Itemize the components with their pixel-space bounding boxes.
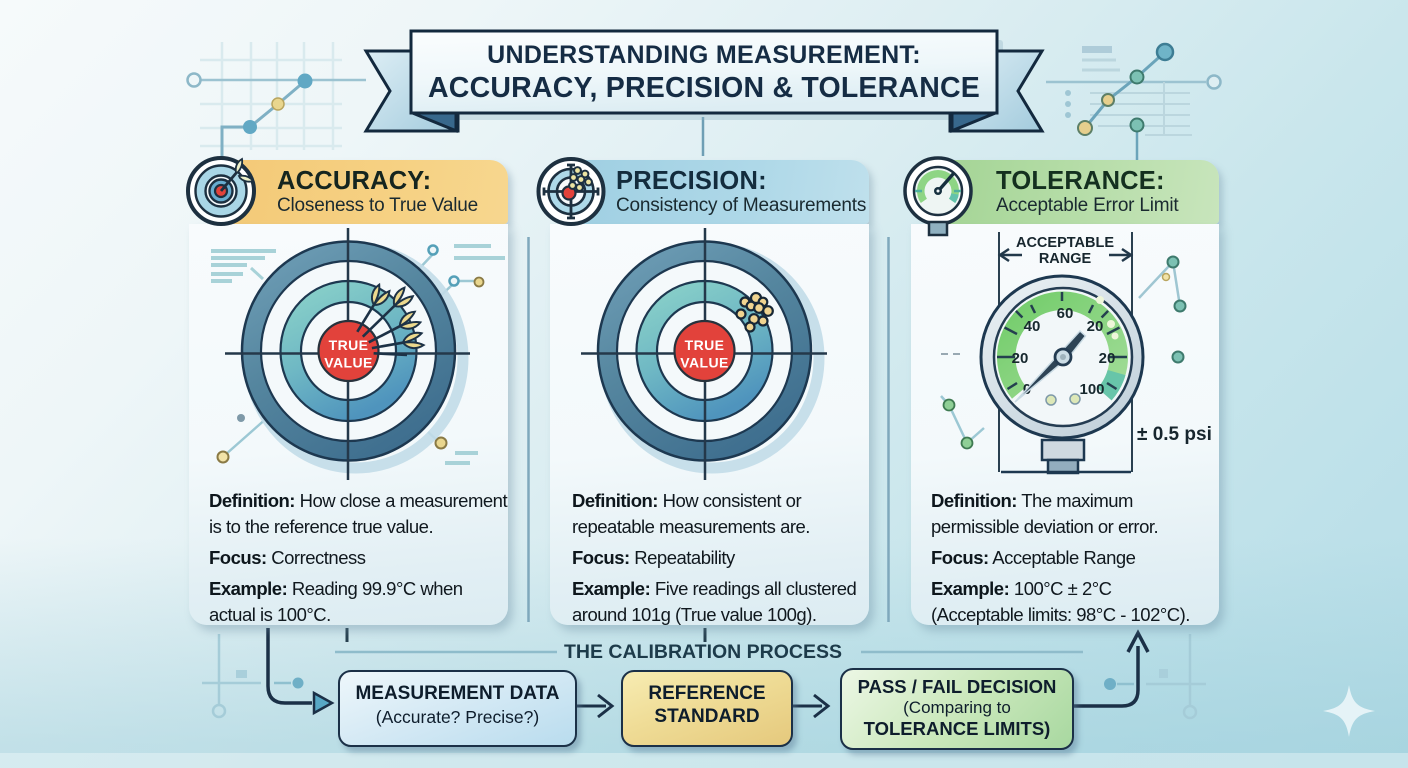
svg-text:VALUE: VALUE — [324, 355, 372, 371]
svg-text:VALUE: VALUE — [680, 355, 728, 371]
svg-text:TRUE: TRUE — [329, 337, 369, 353]
svg-text:ACCEPTABLE: ACCEPTABLE — [1016, 235, 1114, 251]
svg-text:60: 60 — [1057, 305, 1074, 322]
svg-text:20: 20 — [1099, 350, 1116, 367]
svg-text:RANGE: RANGE — [1039, 251, 1092, 267]
svg-text:TRUE: TRUE — [685, 337, 725, 353]
svg-text:20: 20 — [1012, 350, 1029, 367]
svg-text:100: 100 — [1079, 381, 1104, 398]
svg-text:± 0.5 psi: ± 0.5 psi — [1137, 424, 1212, 445]
svg-text:20: 20 — [1087, 318, 1104, 335]
svg-text:40: 40 — [1024, 318, 1041, 335]
